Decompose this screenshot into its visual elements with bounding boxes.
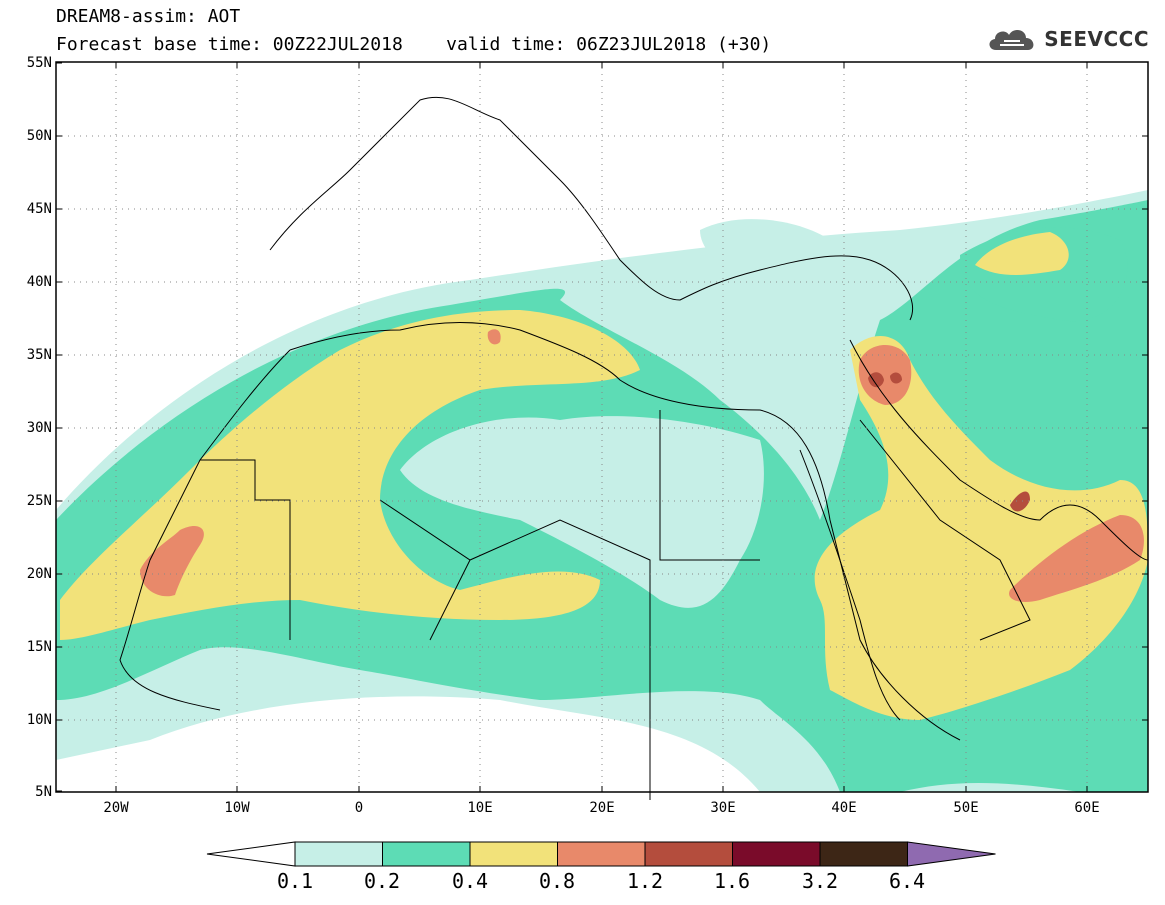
colorbar-label: 1.2 [626, 869, 664, 893]
aot-band-0.4-caspian [975, 232, 1069, 275]
x-tick-label: 20E [589, 800, 615, 816]
x-tick-label: 10E [467, 800, 493, 816]
aot-band-0.8-mauritania [140, 525, 204, 597]
y-tick-label: 15N [26, 639, 52, 655]
colorbar-box [557, 841, 646, 867]
aot-band-0.4-west [60, 310, 640, 640]
x-tick-label: 50E [953, 800, 979, 816]
aot-band-1.2-iraq [868, 372, 884, 388]
colorbar-label: 6.4 [888, 869, 926, 893]
x-tick-label: 0 [354, 800, 364, 816]
aot-band-0.8-oman [1009, 515, 1144, 602]
colorbar-label: 0.2 [363, 869, 401, 893]
coast-africa [289, 322, 961, 741]
cloud-icon [989, 29, 1034, 50]
y-tick-label: 30N [26, 420, 52, 436]
aot-band-1.2-uae [1010, 491, 1030, 512]
y-tick-label: 20N [26, 566, 52, 582]
y-tick-label: 55N [26, 55, 52, 71]
map-title: DREAM8-assim: AOT [56, 6, 241, 27]
seevccc-logo: SEEVCCC [986, 24, 1149, 54]
aot-band-1.2-iraq-2 [890, 372, 902, 384]
colorbar [206, 841, 996, 867]
coastlines [119, 96, 1149, 800]
x-tick-label: 10W [224, 800, 250, 816]
colorbar-box [382, 841, 471, 867]
colorbar-box [644, 841, 733, 867]
aot-band-0.8-iraq [858, 345, 912, 405]
colorbar-label: 0.8 [538, 869, 576, 893]
colorbar-label: 0.1 [276, 869, 314, 893]
aot-field [56, 190, 1148, 792]
y-tick-label: 50N [26, 128, 52, 144]
y-tick-label: 40N [26, 274, 52, 290]
graticule [56, 62, 1148, 792]
x-tick-label: 60E [1074, 800, 1100, 816]
coast-west-africa [119, 349, 291, 711]
colorbar-over-triangle [907, 841, 996, 867]
colorbar-under-triangle [206, 841, 296, 867]
colorbar-label: 0.4 [451, 869, 489, 893]
coast-europe [269, 96, 914, 321]
y-tick-label: 45N [26, 201, 52, 217]
y-tick-label: 5N [35, 784, 52, 800]
aot-band-0.1-north [700, 219, 832, 283]
colorbar-label: 3.2 [801, 869, 839, 893]
x-tick-label: 20W [103, 800, 129, 816]
aot-band-0.4-east [814, 336, 1148, 720]
coast-arabia [849, 339, 1149, 561]
y-tick-label: 35N [26, 347, 52, 363]
y-tick-label: 10N [26, 712, 52, 728]
colorbar-box [732, 841, 821, 867]
colorbar-label: 1.6 [713, 869, 751, 893]
y-tick-label: 25N [26, 493, 52, 509]
forecast-time-line: Forecast base time: 00Z22JUL2018 valid t… [56, 34, 772, 55]
ticks [56, 62, 1148, 792]
coast-red-sea [799, 449, 901, 721]
border-arabia [859, 419, 1031, 641]
x-tick-label: 30E [710, 800, 736, 816]
colorbar-box [469, 841, 558, 867]
border-sahara [200, 410, 760, 800]
colorbar-box [819, 841, 908, 867]
colorbar-box [294, 841, 383, 867]
x-tick-label: 40E [831, 800, 857, 816]
logo-text: SEEVCCC [1044, 27, 1149, 51]
aot-band-0.8-tunisia [487, 329, 501, 345]
